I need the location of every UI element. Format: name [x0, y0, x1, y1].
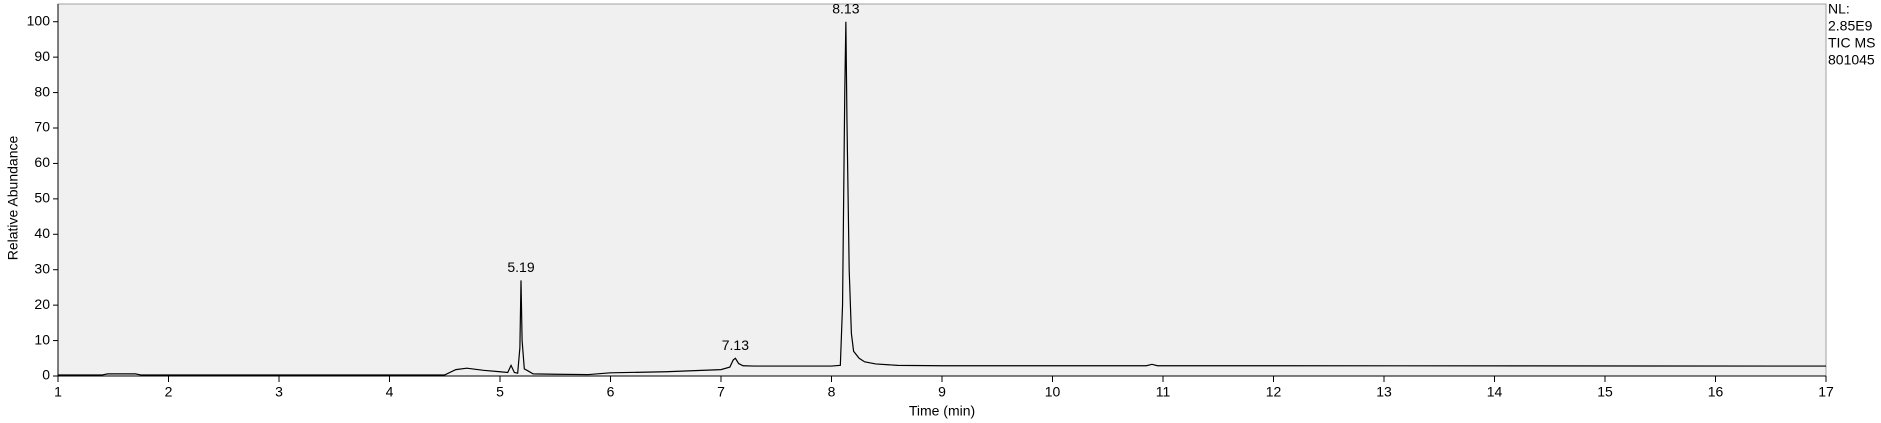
x-tick-label: 11 — [1156, 384, 1171, 400]
y-tick-label: 100 — [27, 12, 51, 28]
peak-label: 7.13 — [722, 337, 749, 353]
x-tick-label: 15 — [1597, 384, 1613, 400]
y-axis-label: Relative Abundance — [5, 136, 21, 261]
x-tick-label: 7 — [717, 384, 725, 400]
x-tick-label: 17 — [1818, 384, 1834, 400]
x-tick-label: 16 — [1708, 384, 1724, 400]
x-tick-label: 14 — [1487, 384, 1503, 400]
x-tick-label: 6 — [607, 384, 615, 400]
peak-label: 5.19 — [507, 259, 534, 275]
side-text: TIC MS — [1828, 35, 1875, 51]
x-tick-label: 10 — [1045, 384, 1061, 400]
y-tick-label: 30 — [34, 260, 50, 276]
trace — [58, 21, 1827, 376]
x-axis-label: Time (min) — [909, 403, 975, 419]
x-tick-label: 13 — [1376, 384, 1392, 400]
side-text: 801045 — [1828, 52, 1875, 68]
y-tick-label: 50 — [34, 190, 50, 206]
y-tick-label: 70 — [34, 119, 50, 135]
x-tick-label: 5 — [496, 384, 504, 400]
plot-area — [57, 3, 1827, 377]
y-tick-label: 20 — [34, 296, 50, 312]
x-tick-label: 12 — [1266, 384, 1282, 400]
y-tick-label: 0 — [42, 367, 50, 383]
x-tick-label: 1 — [54, 384, 62, 400]
side-text: NL: — [1828, 1, 1850, 17]
x-tick-label: 2 — [165, 384, 173, 400]
y-tick-label: 40 — [34, 225, 50, 241]
x-tick-label: 3 — [275, 384, 283, 400]
peak-label: 8.13 — [832, 0, 859, 16]
y-tick-label: 60 — [34, 154, 50, 170]
x-tick-label: 8 — [828, 384, 836, 400]
y-tick-label: 90 — [34, 48, 50, 64]
x-tick-label: 9 — [938, 384, 946, 400]
y-tick-label: 10 — [34, 331, 50, 347]
side-text: 2.85E9 — [1828, 18, 1873, 34]
x-tick-label: 4 — [386, 384, 394, 400]
y-tick-label: 80 — [34, 83, 50, 99]
